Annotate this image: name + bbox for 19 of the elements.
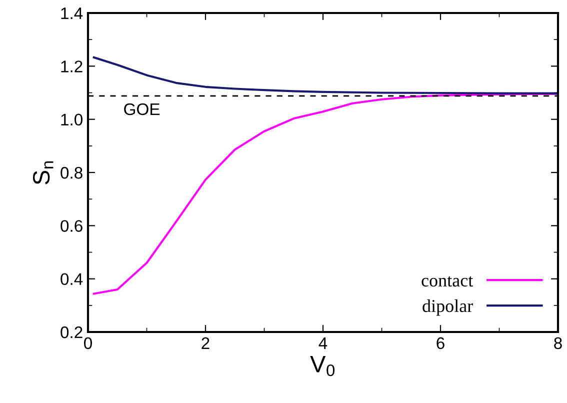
x-axis-title: V$_{0}$: [310, 356, 335, 376]
y-tick-label: 0.4: [60, 273, 83, 286]
x-tick-label: 0: [84, 337, 92, 350]
ref-line-label: GOE: [124, 103, 160, 116]
line-series: [92, 92, 558, 295]
x-tick-label: 2: [202, 337, 210, 349]
x-tick-label: 4: [318, 337, 328, 349]
y-tick-label: 1.2: [61, 60, 82, 72]
legend-label: contact: [422, 276, 474, 287]
y-tick-label: 1.4: [61, 8, 83, 20]
y-axis-title: S$_{n}$: [32, 161, 54, 184]
y-tick-label: 0.8: [60, 166, 82, 179]
y-tick-label: 0.6: [60, 220, 82, 232]
legend-label: dipolar: [422, 299, 473, 316]
y-tick-label: 0.2: [60, 326, 82, 338]
y-tick-label: 1.0: [61, 114, 82, 126]
x-tick-label: 8: [554, 337, 562, 350]
line-series: [92, 56, 558, 94]
x-tick-label: 6: [436, 337, 444, 350]
